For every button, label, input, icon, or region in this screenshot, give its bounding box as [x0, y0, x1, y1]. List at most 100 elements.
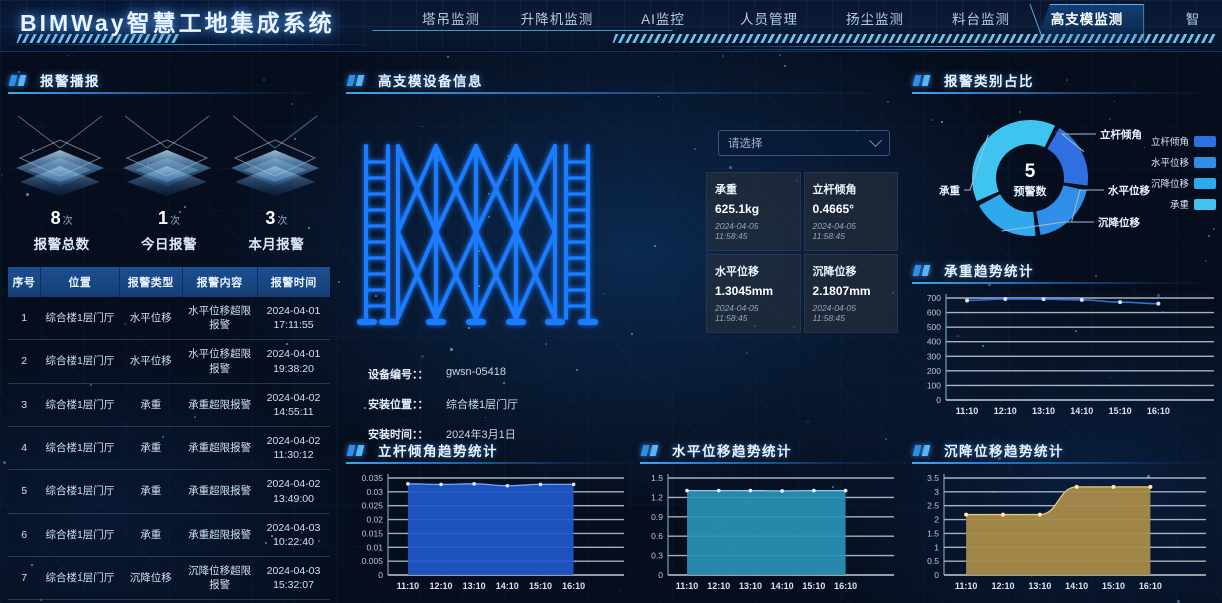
legend-item-1[interactable]: 水平位移 [1151, 155, 1216, 169]
data-point-2[interactable] [472, 482, 476, 486]
stat-label: 今日报警 [115, 233, 222, 253]
data-point-3[interactable] [506, 484, 510, 488]
panel-rule [640, 462, 906, 464]
nav-tab-1[interactable]: 升降机监测 [504, 0, 610, 40]
column-header-1: 位置 [40, 267, 119, 297]
data-point-3[interactable] [1075, 485, 1079, 489]
sensor-cards: 承重 625.1kg 2024-04-05 11:58:45 立杆倾角 0.4665° 2… [706, 172, 898, 333]
x-tick-label: 12:10 [994, 406, 1017, 416]
data-point-2[interactable] [1038, 513, 1042, 517]
data-point-3[interactable] [780, 489, 784, 493]
y-tick-label: 1.5 [651, 473, 663, 483]
y-tick-label: 300 [927, 351, 941, 361]
table-cell-0: 4 [8, 427, 40, 470]
table-cell-3: 水平位移超限 报警 [182, 297, 257, 340]
data-point-3[interactable] [1080, 298, 1084, 302]
data-point-0[interactable] [406, 482, 410, 486]
panel-marker-icon [914, 445, 932, 456]
nav-tab-4[interactable]: 扬尘监测 [822, 0, 928, 40]
sensor-card-3: 沉降位移 2.1807mm 2024-04-05 11:58:45 [804, 254, 899, 333]
stat-label: 报警总数 [8, 233, 115, 253]
table-row[interactable]: 5 综合楼1层门厅 承重 承重超限报警 2024-04-02 13:49:00 [8, 470, 330, 513]
data-point-5[interactable] [572, 483, 576, 487]
pie-slice-0[interactable] [1047, 128, 1088, 186]
nav-tab-label: 料台监测 [952, 12, 1010, 27]
legend-swatch [1194, 157, 1216, 168]
data-point-1[interactable] [717, 489, 721, 493]
table-cell-0: 7 [8, 557, 40, 600]
panel-marker-icon [642, 445, 660, 456]
x-tick-label: 16:10 [834, 581, 857, 591]
x-tick-label: 13:10 [1028, 581, 1051, 591]
y-tick-label: 700 [927, 293, 941, 303]
table-row[interactable]: 1 综合楼1层门厅 水平位移 水平位移超限 报警 2024-04-01 17:11:55 [8, 297, 330, 340]
data-point-4[interactable] [812, 489, 816, 493]
y-tick-label: 0.005 [362, 556, 384, 566]
nav-tab-0[interactable]: 塔吊监测 [398, 0, 504, 40]
data-point-4[interactable] [1112, 485, 1116, 489]
panel-rule [346, 462, 634, 464]
table-row[interactable]: 2 综合楼1层门厅 水平位移 水平位移超限 报警 2024-04-01 19:38:20 [8, 340, 330, 383]
stat-value: 3次 [223, 208, 330, 229]
y-tick-label: 600 [927, 308, 941, 318]
table-cell-4: 2024-04-03 15:32:07 [257, 557, 330, 600]
stat-unit: 次 [170, 216, 180, 227]
meta-value: 综合楼1层门厅 [446, 396, 518, 412]
table-cell-4: 2024-04-02 14:55:11 [257, 383, 330, 426]
nav-tab-7[interactable]: 智 [1140, 0, 1222, 40]
x-tick-label: 13:10 [463, 581, 486, 591]
table-cell-0: 5 [8, 470, 40, 513]
nav-tab-label: 人员管理 [740, 12, 798, 27]
panel-header: 承重趋势统计 [912, 258, 1216, 284]
nav-tab-2[interactable]: AI监控 [610, 0, 716, 40]
legend-item-3[interactable]: 承重 [1151, 197, 1216, 211]
nav-tab-5[interactable]: 料台监测 [928, 0, 1034, 40]
legend-swatch [1194, 199, 1216, 210]
data-point-0[interactable] [964, 513, 968, 517]
data-point-1[interactable] [439, 483, 443, 487]
table-cell-2: 承重 [119, 427, 182, 470]
data-point-5[interactable] [1148, 485, 1152, 489]
data-point-4[interactable] [539, 483, 543, 487]
tilt-trend-panel: 立杆倾角趋势统计 0 0.005 0.01 0.015 0.02 0.025 0.03 0.0… [346, 438, 634, 597]
data-point-1[interactable] [1001, 513, 1005, 517]
table-row[interactable]: 6 综合楼1层门厅 承重 承重超限报警 2024-04-03 10:22:40 [8, 513, 330, 556]
data-point-4[interactable] [1118, 300, 1122, 304]
table-cell-3: 承重超限报警 [182, 383, 257, 426]
y-tick-label: 0.5 [927, 556, 939, 566]
stat-unit: 次 [277, 216, 287, 227]
legend-label: 承重 [1170, 197, 1189, 211]
horizontal-trend-chart: 00.30.60.91.21.511:10 12:10 13:10 14:10 15:1… [640, 464, 906, 597]
nav-tab-3[interactable]: 人员管理 [716, 0, 822, 40]
equipment-select[interactable]: 请选择 [718, 130, 890, 156]
data-point-0[interactable] [685, 489, 689, 493]
nav-tab-6[interactable]: 高支模监测 [1034, 0, 1140, 40]
table-cell-0: 2 [8, 340, 40, 383]
data-point-2[interactable] [1042, 297, 1046, 301]
x-tick-label: 16:10 [1139, 581, 1162, 591]
x-tick-label: 11:10 [955, 581, 978, 591]
data-point-1[interactable] [1003, 297, 1007, 301]
y-tick-label: 400 [927, 337, 941, 347]
data-point-0[interactable] [965, 298, 969, 302]
scaffold-equipment-panel: 高支模设备信息 请选择 [346, 68, 906, 434]
panel-header: 高支模设备信息 [346, 68, 906, 94]
x-tick-label: 11:10 [676, 581, 699, 591]
stat-value: 1次 [115, 208, 222, 229]
legend-item-0[interactable]: 立杆倾角 [1151, 134, 1216, 148]
table-row[interactable]: 7 综合楼1层门厅 沉降位移 沉降位移超限 报警 2024-04-03 15:32:07 [8, 557, 330, 600]
nav-tab-label: 升降机监测 [521, 12, 594, 27]
table-row[interactable]: 3 综合楼1层门厅 承重 承重超限报警 2024-04-02 14:55:11 [8, 383, 330, 426]
nav-tab-label: AI监控 [641, 12, 685, 27]
data-point-2[interactable] [749, 489, 753, 493]
pie-legend: 立杆倾角水平位移沉降位移承重 [1151, 134, 1216, 218]
data-point-5[interactable] [844, 489, 848, 493]
alarm-stats: 8 次报警总数 1 次今日报警 3 次本月报警 [8, 106, 330, 253]
meta-value: gwsn-05418 [446, 366, 506, 382]
main-navigation[interactable]: 塔吊监测 升降机监测 AI监控 人员管理 扬尘监测 料台监测 高支模监测 智 [398, 0, 1222, 40]
table-row[interactable]: 4 综合楼1层门厅 承重 承重超限报警 2024-04-02 11:30:12 [8, 427, 330, 470]
legend-item-2[interactable]: 沉降位移 [1151, 176, 1216, 190]
table-cell-0: 3 [8, 383, 40, 426]
y-tick-label: 0.01 [366, 542, 383, 552]
data-point-5[interactable] [1156, 302, 1160, 306]
